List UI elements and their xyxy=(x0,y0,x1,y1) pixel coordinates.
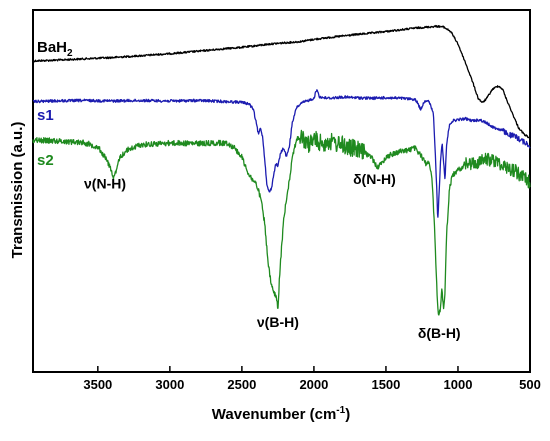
band-annotation-1: ν(N-H) xyxy=(84,176,126,192)
x-axis-title: Wavenumber (cm-1) xyxy=(212,405,350,423)
band-annotation-3: δ(N-H) xyxy=(353,171,396,187)
band-annotation-2: ν(B-H) xyxy=(257,314,299,330)
x-axis-unit-exponent: -1 xyxy=(336,405,345,416)
annotations: ν(N-H) ν(B-H) δ(N-H) δ(B-H) xyxy=(84,171,461,341)
series-label-2: s1 xyxy=(37,107,54,124)
series-label-1: BaH2 xyxy=(37,39,73,59)
x-tick-label: 1000 xyxy=(444,377,473,392)
x-tick-label: 2000 xyxy=(299,377,328,392)
series-labels: BaH2 s1 s2 xyxy=(37,39,73,169)
x-axis-ticks: 3500 3000 2500 2000 1500 1000 500 xyxy=(83,366,541,392)
x-tick-label: 3500 xyxy=(83,377,112,392)
x-tick-label: 3000 xyxy=(155,377,184,392)
y-axis-label: Transmission (a.u.) xyxy=(9,122,26,259)
series-label-3: s2 xyxy=(37,152,54,169)
series-line-2 xyxy=(32,89,531,218)
x-axis-label: Wavenumber xyxy=(212,406,306,423)
series-line-3 xyxy=(32,129,531,316)
x-axis-unit: (cm xyxy=(310,406,337,423)
x-tick-label: 2500 xyxy=(227,377,256,392)
x-tick-label: 1500 xyxy=(371,377,400,392)
x-tick-label: 500 xyxy=(519,377,541,392)
plot-frame xyxy=(32,9,531,373)
series-layer xyxy=(32,24,531,316)
series-line-1 xyxy=(32,24,531,139)
band-annotation-4: δ(B-H) xyxy=(418,325,461,341)
x-axis-unit-close: ) xyxy=(345,406,350,423)
